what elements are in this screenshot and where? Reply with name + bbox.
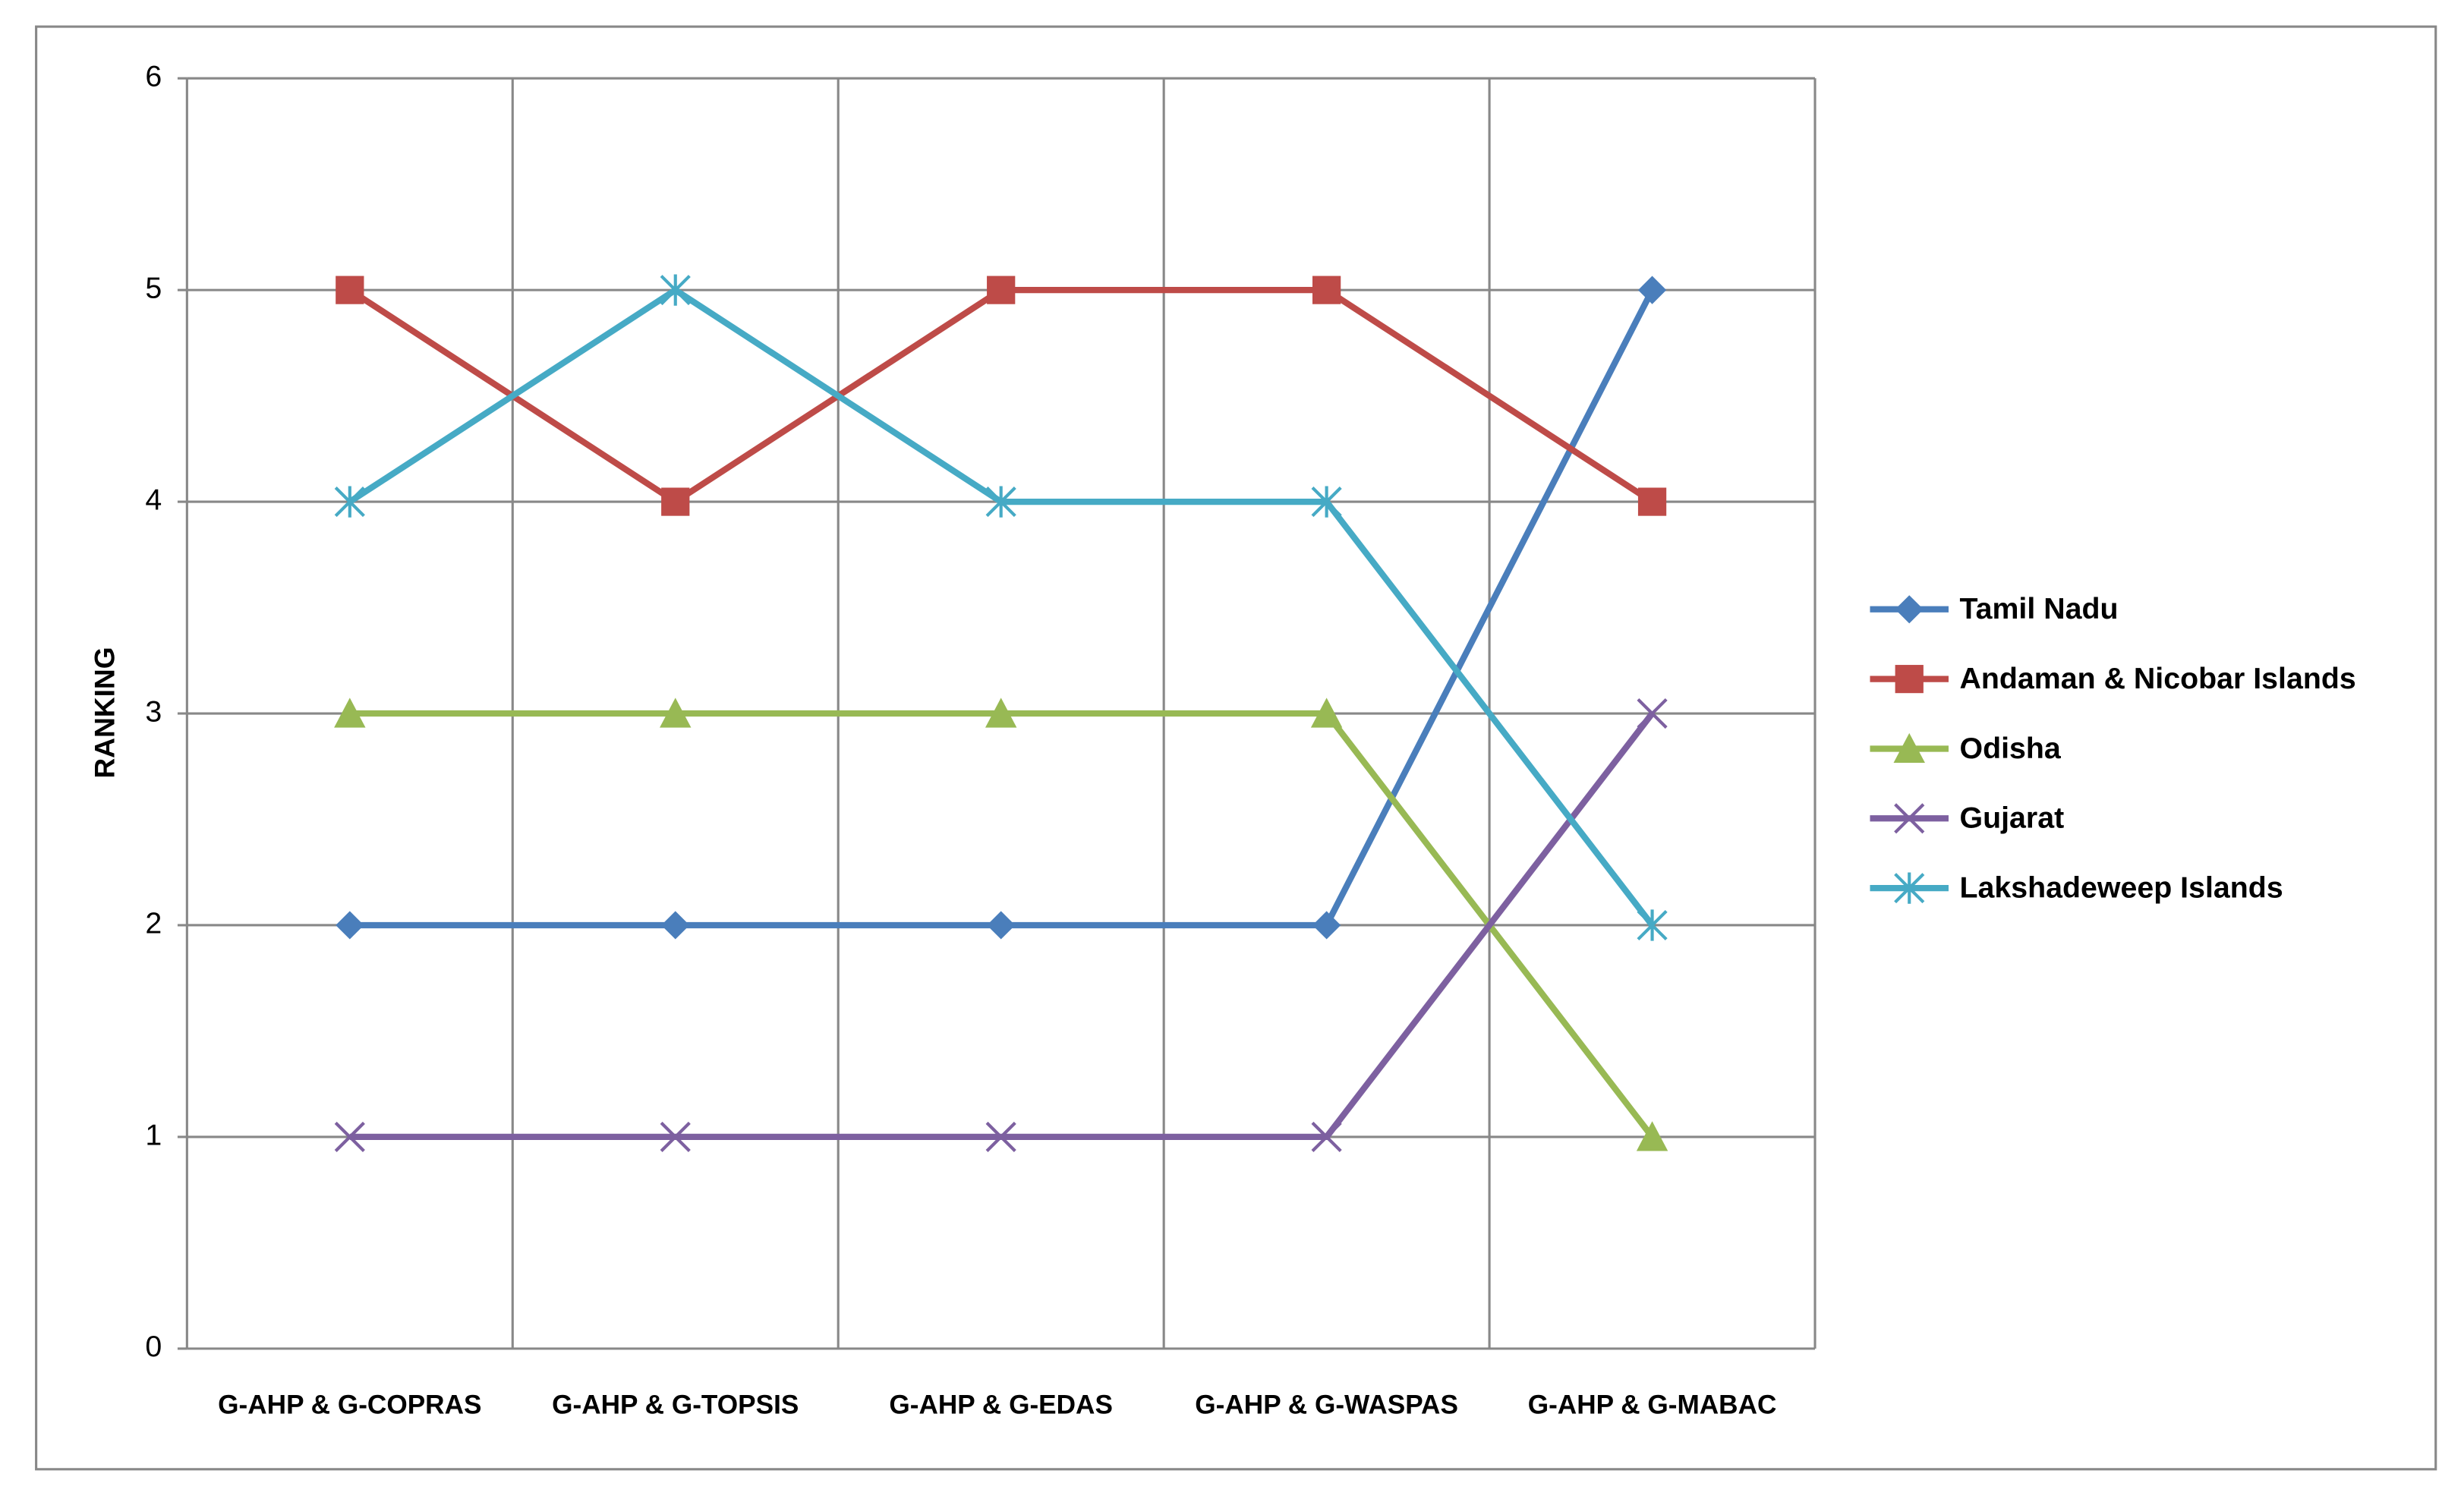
data-point: [334, 486, 365, 518]
legend-label: Lakshadeweep Islands: [1959, 871, 2283, 905]
y-tick-label: 5: [145, 272, 162, 305]
legend-label: Tamil Nadu: [1959, 592, 2118, 625]
y-axis-label: RANKING: [89, 647, 121, 778]
data-point: [336, 276, 364, 304]
data-point: [660, 1121, 691, 1152]
x-tick-label: G-AHP & G-WASPAS: [1195, 1390, 1458, 1420]
data-point: [1312, 276, 1341, 304]
data-point: [1311, 1121, 1342, 1152]
x-tick-label: G-AHP & G-COPRAS: [218, 1390, 481, 1420]
y-tick-label: 2: [145, 906, 162, 940]
legend-label: Andaman & Nicobar Islands: [1959, 662, 2355, 695]
data-point: [1637, 909, 1668, 941]
data-point: [660, 274, 691, 306]
data-point: [334, 1121, 365, 1152]
y-tick-label: 4: [145, 483, 162, 516]
data-point: [1637, 698, 1668, 729]
legend-label: Gujarat: [1959, 801, 2064, 835]
chart-frame: [35, 25, 2437, 1471]
data-point: [1637, 276, 1667, 304]
data-point: [985, 698, 1017, 728]
x-tick-label: G-AHP & G-TOPSIS: [552, 1390, 799, 1420]
data-point: [334, 698, 366, 728]
x-tick-label: G-AHP & G-EDAS: [889, 1390, 1113, 1420]
legend-marker: [1895, 665, 1924, 694]
data-point: [985, 1121, 1016, 1152]
legend-marker: [1893, 732, 1925, 764]
data-point: [987, 911, 1016, 940]
data-point: [1636, 1121, 1668, 1151]
legend-marker: [1894, 803, 1925, 834]
y-tick-label: 3: [145, 694, 162, 728]
data-point: [1312, 911, 1341, 940]
legend-marker: [1894, 872, 1925, 904]
y-tick-label: 6: [145, 60, 162, 93]
legend-label: Odisha: [1959, 732, 2061, 765]
data-point: [661, 487, 690, 516]
data-point: [1310, 698, 1343, 728]
x-tick-label: G-AHP & G-MABAC: [1528, 1390, 1777, 1420]
data-point: [987, 276, 1016, 304]
data-point: [1637, 487, 1667, 516]
data-point: [985, 486, 1016, 518]
y-tick-label: 1: [145, 1118, 162, 1151]
data-point: [1311, 486, 1342, 518]
y-tick-label: 0: [145, 1330, 162, 1363]
data-point: [660, 698, 692, 728]
